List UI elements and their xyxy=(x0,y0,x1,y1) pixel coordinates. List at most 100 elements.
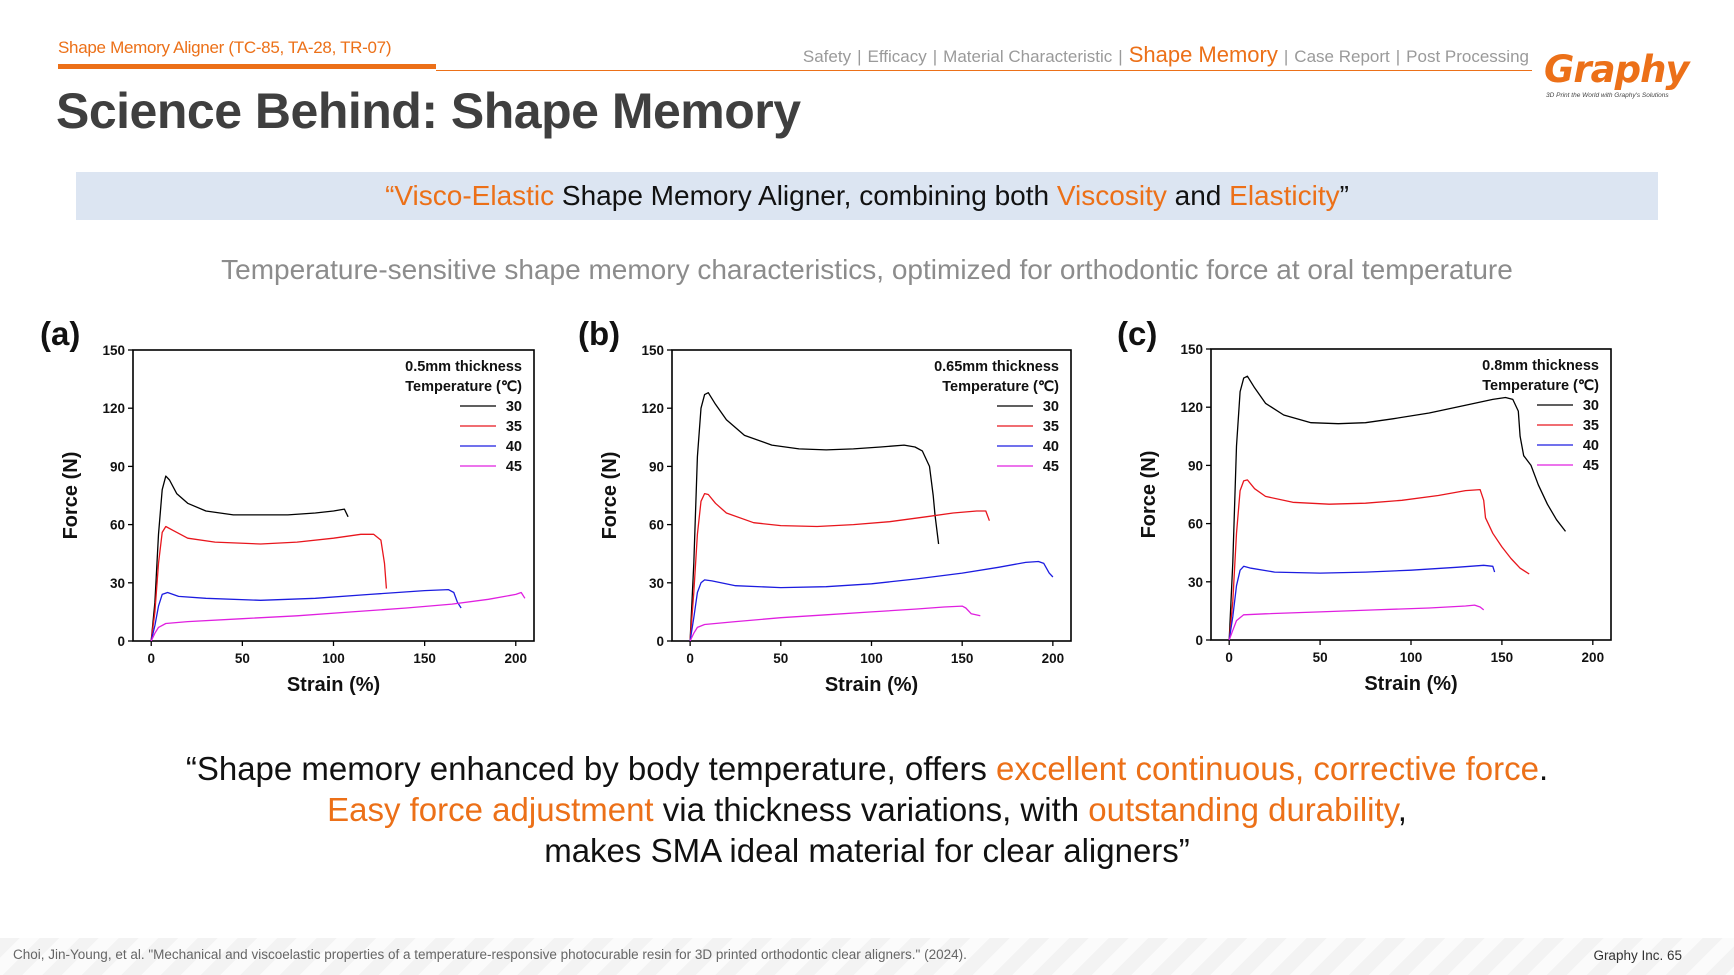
y-tick-label: 120 xyxy=(641,401,664,416)
nav-underline xyxy=(436,70,1532,71)
x-tick-label: 0 xyxy=(686,651,694,666)
legend-label-35: 35 xyxy=(1043,419,1059,435)
y-tick-label: 0 xyxy=(117,634,125,649)
legend-thickness: 0.8mm thickness xyxy=(1482,358,1599,374)
y-tick-label: 0 xyxy=(656,634,664,649)
legend-label-40: 40 xyxy=(1043,439,1059,455)
x-tick-label: 50 xyxy=(773,651,788,666)
x-axis-label: Strain (%) xyxy=(1364,673,1457,695)
nav-separator: | xyxy=(932,47,938,66)
nav-item-efficacy[interactable]: Efficacy xyxy=(867,47,927,66)
citation: Choi, Jin-Young, et al. "Mechanical and … xyxy=(13,947,967,962)
legend-label-45: 45 xyxy=(1043,459,1059,475)
nav-separator: | xyxy=(1395,47,1401,66)
banner-text: and xyxy=(1166,180,1230,211)
quote-text: “Shape memory enhanced by body temperatu… xyxy=(185,750,997,787)
x-tick-label: 150 xyxy=(951,651,974,666)
quote-line-1: “Shape memory enhanced by body temperatu… xyxy=(0,748,1734,789)
chart-panel-a: 0 50 100 150 200 0 30 60 90 120 150 Strain (%) Force… xyxy=(60,343,535,696)
panel-label-b: (b) xyxy=(578,315,621,352)
section-supertitle: Shape Memory Aligner (TC-85, TA-28, TR-0… xyxy=(58,38,392,57)
logo-tagline: 3D Print the World with Graphy's Solutio… xyxy=(1546,92,1669,99)
x-tick-label: 0 xyxy=(1225,650,1233,665)
legend-label-35: 35 xyxy=(1583,418,1599,434)
legend-label-30: 30 xyxy=(1583,398,1599,414)
legend-temperature-title: Temperature (℃) xyxy=(942,379,1059,395)
nav-item-case-report[interactable]: Case Report xyxy=(1294,47,1390,66)
nav-separator: | xyxy=(1118,47,1123,66)
page-title: Science Behind: Shape Memory xyxy=(56,83,801,139)
legend-label-35: 35 xyxy=(506,419,522,435)
chart-panel-c: 0 50 100 150 200 0 30 60 90 120 150 Strain (%) Force… xyxy=(1138,342,1612,695)
x-tick-label: 50 xyxy=(1313,650,1328,665)
legend-temperature-title: Temperature (℃) xyxy=(405,379,522,395)
x-tick-label: 200 xyxy=(1582,650,1605,665)
banner-viscosity: Viscosity xyxy=(1056,180,1167,211)
series-line-40 xyxy=(1228,564,1496,641)
legend-temperature-title: Temperature (℃) xyxy=(1482,378,1599,394)
x-axis-label: Strain (%) xyxy=(825,674,918,696)
legend-label-45: 45 xyxy=(506,459,522,475)
supertitle-underline xyxy=(58,64,436,69)
x-tick-label: 100 xyxy=(1400,650,1423,665)
y-tick-label: 120 xyxy=(1180,400,1203,415)
legend-label-45: 45 xyxy=(1583,458,1599,474)
banner-visco-elastic: Visco-Elastic xyxy=(394,180,555,211)
quote-text: , xyxy=(1397,791,1407,828)
quote-text: . xyxy=(1538,750,1549,787)
y-tick-label: 30 xyxy=(110,576,125,591)
banner-close-quote: ” xyxy=(1339,180,1349,211)
y-tick-label: 60 xyxy=(649,518,664,533)
quote-text: via thickness variations, with xyxy=(653,791,1089,828)
x-tick-label: 150 xyxy=(413,651,436,666)
series-line-45 xyxy=(689,605,981,642)
quote-highlight: outstanding durability xyxy=(1088,791,1398,828)
closing-quote: “Shape memory enhanced by body temperatu… xyxy=(0,748,1734,871)
x-tick-label: 200 xyxy=(1042,651,1065,666)
panel-label-c: (c) xyxy=(1117,315,1158,352)
y-tick-label: 120 xyxy=(102,401,125,416)
page-number: Graphy Inc. 65 xyxy=(1593,948,1682,963)
legend-label-30: 30 xyxy=(506,399,522,415)
quote-highlight: Easy force adjustment xyxy=(327,791,654,828)
x-tick-label: 150 xyxy=(1491,650,1514,665)
panel-label-a: (a) xyxy=(40,315,81,352)
legend-label-40: 40 xyxy=(1583,438,1599,454)
highlight-banner: “Visco-Elastic Shape Memory Aligner, com… xyxy=(76,172,1658,220)
series-line-30 xyxy=(1228,375,1567,641)
banner-open-quote: “ xyxy=(385,180,395,211)
banner-elasticity: Elasticity xyxy=(1229,180,1340,211)
x-tick-label: 100 xyxy=(860,651,883,666)
nav-item-shape-memory[interactable]: Shape Memory xyxy=(1128,42,1278,67)
y-axis-label: Force (N) xyxy=(1138,451,1160,539)
nav-item-material-characteristic[interactable]: Material Characteristic xyxy=(943,47,1113,66)
series-line-45 xyxy=(150,591,526,642)
legend-thickness: 0.5mm thickness xyxy=(405,359,522,375)
series-line-40 xyxy=(689,560,1054,642)
nav-item-safety[interactable]: Safety xyxy=(802,47,852,66)
x-axis-label: Strain (%) xyxy=(287,674,380,696)
y-tick-label: 30 xyxy=(649,576,664,591)
nav-item-post-processing[interactable]: Post Processing xyxy=(1406,47,1529,66)
y-tick-label: 90 xyxy=(649,459,664,474)
y-tick-label: 150 xyxy=(641,343,664,358)
quote-line-2: Easy force adjustment via thickness vari… xyxy=(0,789,1734,830)
series-line-35 xyxy=(689,492,991,642)
x-tick-label: 100 xyxy=(322,651,345,666)
y-tick-label: 30 xyxy=(1188,575,1203,590)
quote-line-3: makes SMA ideal material for clear align… xyxy=(544,832,1190,869)
y-tick-label: 150 xyxy=(1180,342,1203,357)
x-tick-label: 0 xyxy=(147,651,155,666)
legend-thickness: 0.65mm thickness xyxy=(934,359,1059,375)
nav-separator: | xyxy=(1283,47,1289,66)
subtitle: Temperature-sensitive shape memory chara… xyxy=(221,254,1513,285)
x-tick-label: 50 xyxy=(235,651,250,666)
section-nav: Safety | Efficacy | Material Characteris… xyxy=(803,42,1529,68)
series-line-30 xyxy=(150,475,349,642)
nav-separator: | xyxy=(857,47,862,66)
y-tick-label: 150 xyxy=(102,343,125,358)
chart-panel-b: 0 50 100 150 200 0 30 60 90 120 150 Strain (%) Force… xyxy=(599,343,1072,696)
x-tick-label: 200 xyxy=(505,651,528,666)
y-tick-label: 90 xyxy=(110,459,125,474)
